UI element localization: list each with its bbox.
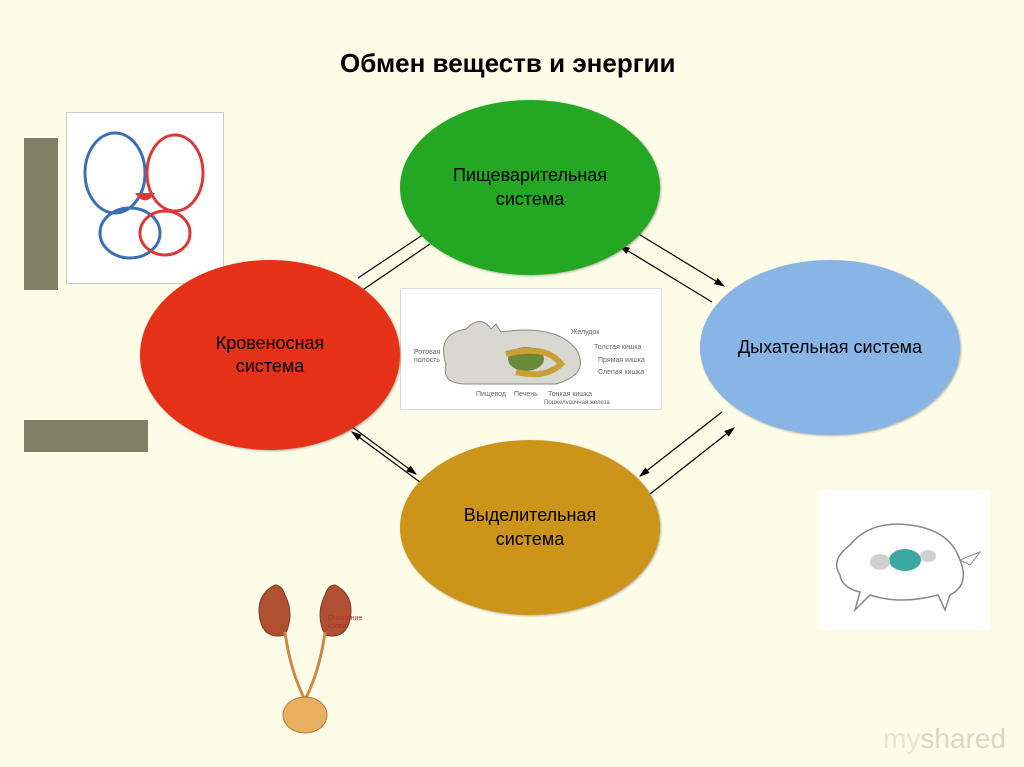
node-excretory: Выделительнаясистема	[400, 440, 660, 615]
node-digestive: Пищеварительнаясистема	[400, 100, 660, 275]
node-excretory-label: Выделительнаясистема	[454, 504, 606, 551]
illustration-circulatory	[66, 112, 224, 284]
svg-text:Пищевод: Пищевод	[476, 391, 506, 398]
illustration-excretory-kidneys: Очищение крови	[230, 560, 380, 740]
svg-text:Тонкая кишка: Тонкая кишка	[548, 391, 592, 398]
illustration-respiratory-bird	[820, 490, 990, 630]
watermark: myshared	[883, 723, 1006, 755]
svg-text:Печень: Печень	[514, 391, 538, 398]
accent-bar-horiz	[24, 420, 148, 452]
svg-text:Ротовая: Ротовая	[414, 349, 441, 356]
watermark-prefix: my	[883, 723, 920, 754]
page-title: Обмен веществ и энергии	[340, 48, 676, 79]
svg-text:Желудок: Желудок	[571, 329, 600, 336]
watermark-rest: shared	[920, 723, 1006, 754]
node-circulatory: Кровеноснаясистема	[140, 260, 400, 450]
svg-text:полость: полость	[414, 357, 440, 364]
svg-text:крови: крови	[328, 623, 347, 630]
node-respiratory: Дыхательная система	[700, 260, 960, 435]
svg-text:Слепая кишка: Слепая кишка	[598, 369, 644, 376]
accent-bar-vert	[24, 138, 58, 290]
svg-text:Очищение: Очищение	[328, 615, 362, 622]
svg-text:Прямая кишка: Прямая кишка	[598, 357, 645, 364]
svg-text:Поджелудочная железа: Поджелудочная железа	[544, 400, 610, 404]
node-respiratory-label: Дыхательная система	[728, 336, 932, 359]
svg-text:Толстая кишка: Толстая кишка	[594, 344, 642, 351]
illustration-digestive-rabbit: Желудок Толстая кишка Прямая кишка Слепа…	[400, 288, 662, 410]
node-circulatory-label: Кровеноснаясистема	[206, 332, 335, 379]
node-digestive-label: Пищеварительнаясистема	[443, 164, 617, 211]
